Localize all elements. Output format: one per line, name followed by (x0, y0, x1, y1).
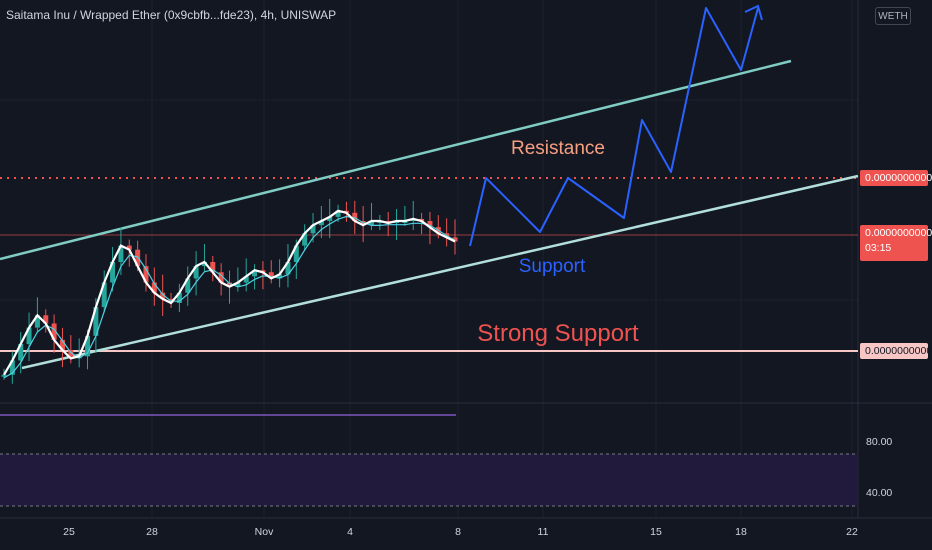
candle-body (277, 274, 283, 279)
rsi-band (0, 454, 858, 506)
candle-body (210, 262, 216, 273)
candle-body (268, 272, 274, 279)
candle-body (43, 315, 49, 324)
candle-body (176, 292, 182, 303)
candle-body (243, 276, 249, 283)
x-tick: 11 (537, 526, 549, 538)
projection-path[interactable] (469, 7, 759, 247)
grid (0, 0, 858, 518)
candle-body (26, 327, 32, 344)
candle-body (151, 282, 157, 293)
candle-body (101, 282, 107, 308)
candle-body (235, 282, 241, 287)
candle-body (110, 262, 116, 283)
channel-lower-trendline[interactable] (21, 174, 859, 370)
x-tick: 18 (735, 526, 747, 538)
candle-body (218, 272, 224, 283)
x-tick: 8 (455, 526, 461, 538)
strong-support-price-label: 0.0000000000 (860, 343, 932, 359)
candle-body (352, 212, 358, 221)
candle-body (143, 266, 149, 283)
x-tick: Nov (254, 526, 274, 538)
current-price-value: 0.0000000000 (865, 227, 932, 239)
candle-body (51, 323, 57, 340)
candle-body (227, 282, 232, 287)
candle-body (9, 360, 15, 375)
candle-body (68, 350, 74, 359)
ma-slow-line (3, 215, 456, 379)
candle-body (201, 262, 207, 267)
candle-body (302, 233, 308, 246)
candle-countdown: 03:15 (865, 242, 892, 254)
candle-body (427, 221, 433, 228)
quote-currency-badge[interactable]: WETH (875, 7, 911, 25)
candle-body (335, 210, 341, 217)
candle-body (452, 237, 458, 242)
channel-upper-trendline[interactable] (0, 59, 792, 261)
candle-body (327, 216, 333, 221)
chart-title: Saitama Inu / Wrapped Ether (0x9cbfb...f… (6, 8, 337, 22)
candle-body (193, 266, 199, 279)
candle-body (59, 339, 65, 351)
rsi-tick-80: 80.00 (866, 436, 893, 448)
candle-body (252, 270, 258, 277)
candle-body (160, 292, 166, 299)
current-price-label: 0.0000000000 03:15 (860, 225, 932, 261)
candle-body (285, 262, 291, 275)
candle-body (118, 245, 124, 262)
candle-body (18, 344, 24, 361)
candle-body (293, 245, 299, 262)
candle-body (126, 245, 132, 250)
candle-body (85, 335, 91, 357)
candle-body (368, 221, 374, 226)
x-tick: 15 (650, 526, 662, 538)
candle-body (310, 225, 316, 234)
ma-fast-line (3, 209, 456, 376)
candle-body (185, 278, 191, 293)
strong-support-annotation: Strong Support (477, 320, 639, 347)
x-tick: 22 (846, 526, 858, 538)
candle-body (34, 315, 40, 328)
rsi-tick-40: 40.00 (866, 487, 893, 499)
x-tick: 25 (63, 526, 75, 538)
resistance-price-label: 0.0000000000 (860, 170, 932, 186)
support-annotation: Support (518, 256, 586, 277)
projection-arrowhead (744, 4, 763, 21)
candle-body (93, 307, 99, 336)
x-tick: 4 (347, 526, 353, 538)
candle-body (1, 374, 7, 377)
candle-body (318, 221, 324, 226)
x-tick: 28 (146, 526, 158, 538)
resistance-annotation: Resistance (511, 138, 605, 159)
